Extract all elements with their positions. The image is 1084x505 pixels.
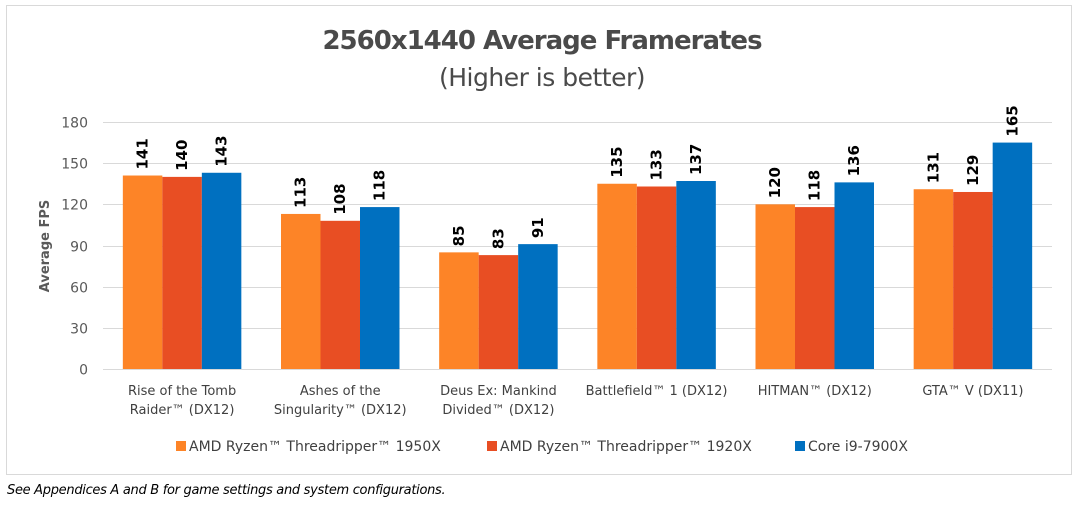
legend-item: AMD Ryzen™ Threadripper™ 1920X: [487, 439, 752, 455]
data-label: 83: [489, 228, 507, 249]
data-label: 131: [924, 152, 942, 183]
data-label: 113: [292, 177, 310, 208]
gridlines: [103, 122, 1052, 370]
y-tick-label: 180: [61, 116, 88, 132]
bar: [478, 255, 519, 369]
footnote: See Appendices A and B for game settings…: [7, 483, 446, 498]
chart-subtitle: (Higher is better): [438, 63, 646, 92]
bar: [676, 181, 716, 369]
x-tick-label: HITMAN™ (DX12): [758, 384, 872, 399]
data-label: 143: [213, 135, 231, 166]
x-tick-label: Rise of the Tomb: [128, 384, 236, 399]
bar: [201, 172, 242, 369]
legend-label: AMD Ryzen™ Threadripper™ 1950X: [189, 439, 441, 455]
y-tick-label: 0: [79, 363, 88, 379]
data-label: 120: [766, 167, 784, 198]
y-tick-label: 30: [70, 322, 88, 338]
legend-item: AMD Ryzen™ Threadripper™ 1950X: [176, 439, 441, 455]
bar: [281, 213, 321, 369]
data-label: 118: [806, 170, 824, 201]
bar: [913, 189, 954, 369]
bar: [636, 186, 677, 369]
data-label: 108: [331, 183, 349, 214]
chart-title: 2560x1440 Average Framerates: [322, 26, 762, 56]
y-axis-ticks: 0 30 60 90 120 150 180: [61, 116, 88, 379]
x-tick-label: Raider™ (DX12): [130, 403, 235, 418]
x-tick-label: Deus Ex: Mankind: [440, 384, 557, 399]
x-axis-labels: Rise of the Tomb Raider™ (DX12) Ashes of t…: [128, 384, 1024, 418]
bar: [122, 175, 163, 369]
legend-swatch: [176, 441, 186, 451]
data-labels: 141 140 143 113 108 118 85 83 91 135 133 137 120 118 1…: [134, 105, 1022, 249]
bar: [834, 182, 874, 369]
bar: [795, 207, 835, 369]
data-label: 85: [450, 225, 468, 246]
data-label: 118: [371, 170, 389, 201]
bars: [122, 142, 1033, 369]
bar: [320, 220, 360, 369]
data-label: 91: [529, 217, 547, 238]
y-tick-label: 60: [70, 281, 88, 297]
y-tick-label: 90: [70, 240, 88, 256]
legend-item: Core i9-7900X: [795, 439, 908, 455]
data-label: 165: [1003, 105, 1021, 136]
bar: [162, 176, 202, 369]
bar: [439, 252, 479, 369]
x-tick-label: Battlefield™ 1 (DX12): [586, 384, 728, 399]
y-axis-label: Average FPS: [38, 200, 53, 293]
data-label: 136: [845, 145, 863, 176]
y-tick-label: 150: [61, 157, 88, 173]
data-label: 140: [173, 140, 191, 171]
data-label: 141: [134, 138, 152, 169]
bar: [953, 191, 993, 369]
data-label: 135: [608, 146, 626, 177]
data-label: 129: [964, 155, 982, 186]
x-tick-label: Singularity™ (DX12): [274, 403, 407, 418]
bar: [755, 204, 795, 369]
legend-label: Core i9-7900X: [808, 439, 908, 455]
data-label: 137: [687, 144, 705, 175]
bar: [360, 207, 400, 369]
data-label: 133: [648, 149, 666, 180]
x-tick-label: GTA™ V (DX11): [922, 384, 1023, 399]
bar: [597, 183, 637, 369]
legend: AMD Ryzen™ Threadripper™ 1950X AMD Ryzen™…: [176, 439, 908, 455]
legend-swatch: [487, 441, 497, 451]
x-tick-label: Ashes of the: [300, 384, 381, 399]
x-tick-label: Divided™ (DX12): [442, 403, 554, 418]
legend-swatch: [795, 441, 805, 451]
bar: [992, 142, 1033, 369]
legend-label: AMD Ryzen™ Threadripper™ 1920X: [500, 439, 752, 455]
bar: [518, 244, 558, 369]
y-tick-label: 120: [61, 198, 88, 214]
